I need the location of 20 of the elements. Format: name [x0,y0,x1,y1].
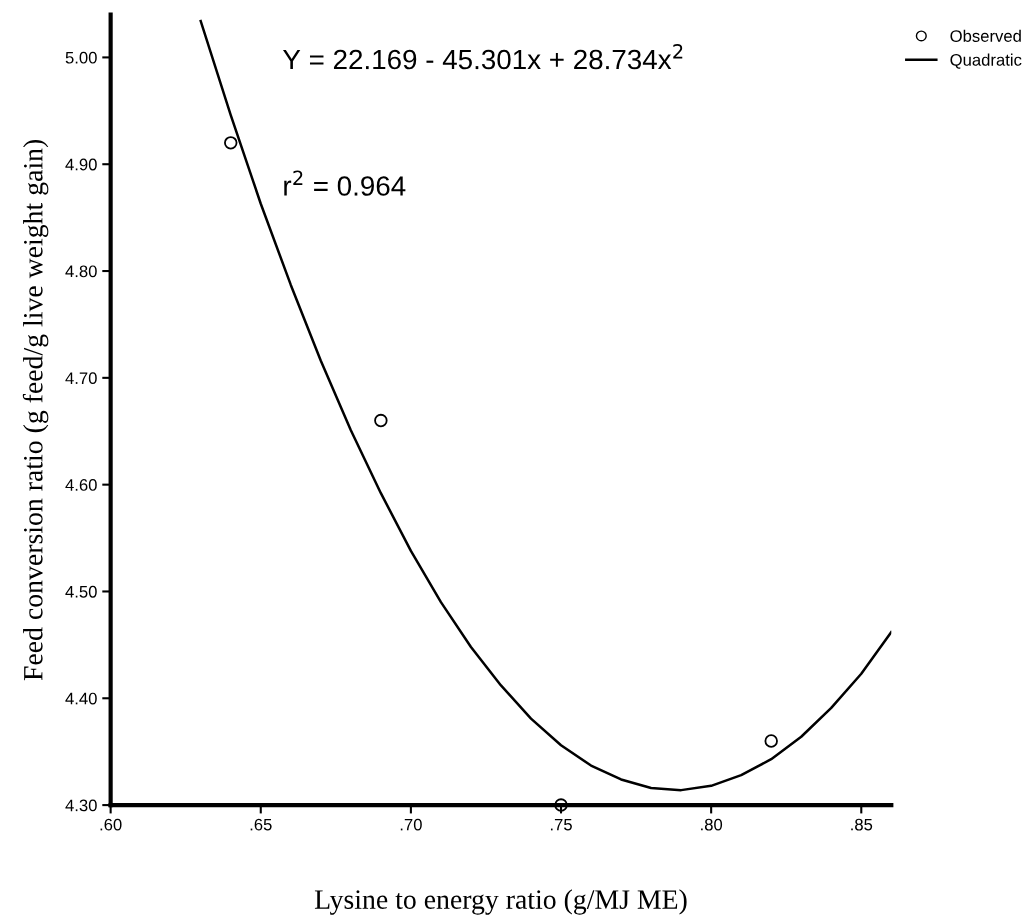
y-axis-title: Feed conversion ratio (g feed/g live weight gain) [22,139,49,681]
annotation: r$^{2}$ = 0.964 [284,170,406,196]
y-tick-label: 4.60 [65,479,97,491]
y-tick-label: 4.40 [65,692,97,705]
x-tick-label: .80 [701,818,723,831]
y-tick-label: 4.50 [65,585,97,598]
x-tick-label: .85 [851,818,873,831]
legend-label: Quadratic [950,53,1022,69]
x-tick-label: .75 [550,818,572,831]
x-tick-label: .70 [400,818,422,831]
x-tick-label: .60 [100,818,122,831]
y-tick-label: 5.00 [65,51,97,64]
annotation: Y = 22.169 - 45.301x + 28.734x$^{2}$ [283,44,683,70]
y-tick-label: 4.90 [65,158,97,171]
legend-label: Observed [950,29,1021,42]
x-axis-title: Lysine to energy ratio (g/MJ ME) [314,889,687,915]
y-tick-label: 4.80 [65,265,97,278]
y-tick-label: 4.70 [65,372,97,385]
y-tick-label: 4.30 [65,799,97,812]
x-tick-label: .65 [250,818,272,831]
